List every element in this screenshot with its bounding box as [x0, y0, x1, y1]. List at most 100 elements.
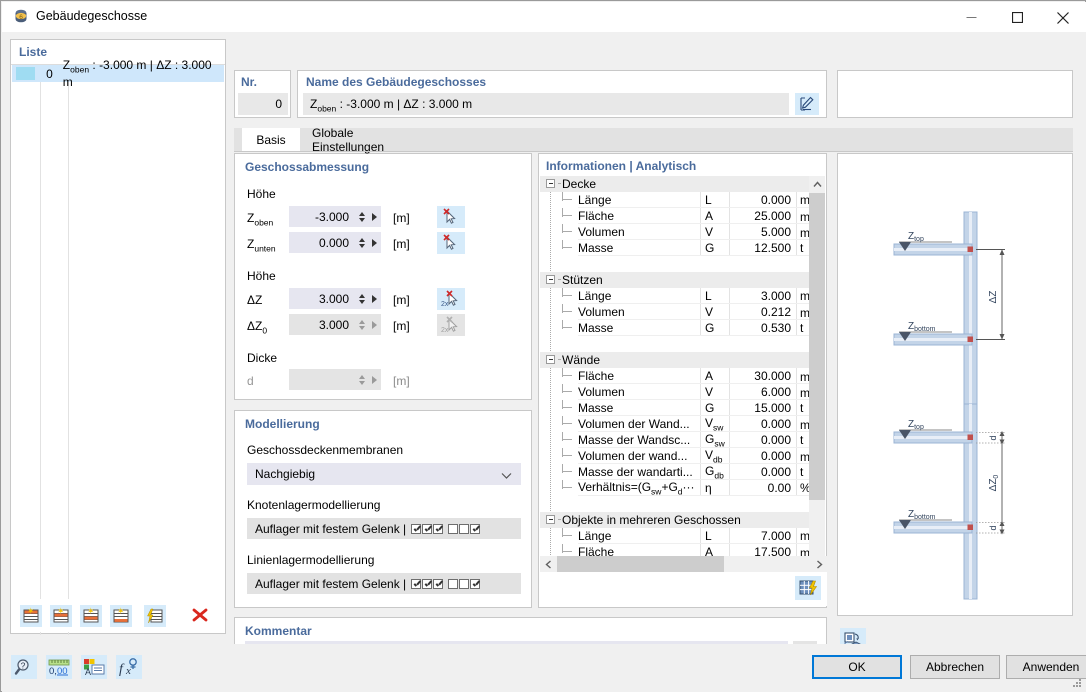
- zoben-stepper[interactable]: [355, 211, 368, 222]
- scroll-left-icon[interactable]: [540, 556, 556, 572]
- table-lightning-icon[interactable]: [795, 576, 821, 600]
- tree-row[interactable]: Länge L 0.000 m: [540, 192, 811, 208]
- tree-row-value: 3.000: [760, 289, 791, 303]
- tree-row[interactable]: Masse G 12.500 t: [540, 240, 811, 256]
- delta-z-input[interactable]: 3.000: [289, 288, 381, 309]
- tree-group-label: Stützen: [562, 273, 603, 287]
- pick-two-points-icon[interactable]: 2x: [437, 288, 465, 310]
- zunten-dropdown-arrow[interactable]: [372, 238, 377, 247]
- tree-row[interactable]: Masse G 0.530 t: [540, 320, 811, 336]
- scroll-right-icon[interactable]: [811, 556, 827, 572]
- help-magnifier-icon[interactable]: ?: [11, 655, 37, 679]
- new-storey-middle-button[interactable]: ✶: [50, 604, 72, 627]
- apply-button[interactable]: Anwenden: [1006, 655, 1086, 679]
- knoten-checkbox-phiz: [470, 523, 481, 534]
- delta-z0-input: 3.000: [289, 314, 381, 335]
- zunten-unit: [m]: [393, 237, 410, 251]
- collapse-icon[interactable]: [546, 275, 555, 284]
- cell-divider: [729, 480, 730, 496]
- resize-grip[interactable]: [1070, 677, 1082, 689]
- collapse-icon[interactable]: [546, 515, 555, 524]
- tree-group-header[interactable]: Stützen: [540, 272, 811, 288]
- tree-row[interactable]: Masse der wandarti... Gdb 0.000 t: [540, 464, 811, 480]
- tree-row[interactable]: Masse der Wandsc... Gsw 0.000 t: [540, 432, 811, 448]
- zoben-dropdown-arrow[interactable]: [372, 212, 377, 221]
- cell-divider: [729, 544, 730, 560]
- scroll-thumb[interactable]: [557, 556, 724, 572]
- display-properties-icon[interactable]: A: [81, 655, 107, 679]
- dicke-group-label: Dicke: [247, 351, 278, 365]
- delta-z-dropdown-arrow[interactable]: [372, 294, 377, 303]
- fx-formula-icon[interactable]: f x: [116, 655, 142, 679]
- tree-group-header[interactable]: Objekte in mehreren Geschossen: [540, 512, 811, 528]
- tree-row-symbol: Gdb: [705, 463, 724, 481]
- tab-globale-einstellungen[interactable]: Globale Einstellungen: [300, 126, 430, 154]
- scroll-up-icon[interactable]: [809, 176, 825, 193]
- linienlagermodellierung-field[interactable]: Auflager mit festem Gelenk |: [247, 573, 521, 594]
- building-storeys-icon: 6: [12, 8, 30, 26]
- tree-row-symbol: A: [705, 545, 714, 559]
- collapse-icon[interactable]: [546, 179, 555, 188]
- generate-storeys-button[interactable]: [144, 604, 166, 627]
- tree-vertical-scrollbar[interactable]: [809, 176, 825, 582]
- list-item[interactable]: 0 Zoben : -3.000 m | ΔZ : 3.000 m: [12, 58, 224, 89]
- tree-row-symbol: V: [705, 305, 714, 319]
- tree-row-symbol: G: [705, 321, 715, 335]
- delta-z0-dimension-label: ΔZ0: [988, 475, 1000, 492]
- delta-z-dimension-label: ΔZ: [988, 291, 999, 304]
- new-storey-above-button[interactable]: ✶: [20, 604, 42, 627]
- cancel-button[interactable]: Abbrechen: [910, 655, 1000, 679]
- tree-row[interactable]: Länge L 3.000 m: [540, 288, 811, 304]
- dicke-input: [289, 369, 381, 390]
- zunten-value: 0.000: [318, 235, 349, 250]
- tree-horizontal-scrollbar[interactable]: [540, 556, 827, 572]
- knotenlagermodellierung-field[interactable]: Auflager mit festem Gelenk |: [247, 518, 521, 539]
- tab-basis[interactable]: Basis: [242, 128, 300, 152]
- tree-row[interactable]: Verhältnis=(Gsw+Gd··· η 0.00%: [540, 480, 811, 496]
- geschossdeckenmembranen-select[interactable]: Nachgiebig: [247, 463, 521, 485]
- storey-name-input[interactable]: Zoben : -3.000 m | ΔZ : 3.000 m: [303, 93, 789, 115]
- scroll-thumb[interactable]: [809, 193, 825, 500]
- delta-z-stepper[interactable]: [355, 293, 368, 304]
- maximize-button[interactable]: [994, 3, 1040, 32]
- tree-row[interactable]: Länge L 7.000 m: [540, 528, 811, 544]
- tree-row[interactable]: Masse G 15.000 t: [540, 400, 811, 416]
- cell-divider: [796, 208, 797, 224]
- collapse-icon[interactable]: [546, 355, 555, 364]
- delete-storey-button[interactable]: [190, 605, 212, 627]
- tree-row-value: 6.000: [760, 385, 791, 399]
- close-button[interactable]: [1040, 3, 1086, 32]
- tree-row-value: 0.000: [760, 433, 791, 447]
- svg-text:A: A: [85, 667, 91, 676]
- ok-button-label: OK: [848, 660, 866, 674]
- information-tree[interactable]: DeckeLängeL0.000mFlächeA25.000m2VolumenV…: [540, 176, 811, 582]
- zunten-stepper[interactable]: [355, 237, 368, 248]
- color-swatch[interactable]: [16, 67, 35, 80]
- tree-group-header[interactable]: Decke: [540, 176, 811, 192]
- minimize-button[interactable]: [948, 3, 994, 32]
- units-0-00-icon[interactable]: 0, 00: [46, 655, 72, 679]
- zoben-input[interactable]: -3.000: [289, 206, 381, 227]
- window-title: Gebäudegeschosse: [36, 9, 148, 23]
- pick-point-icon[interactable]: [437, 206, 465, 228]
- ok-button[interactable]: OK: [812, 655, 902, 679]
- nr-input[interactable]: 0: [238, 93, 288, 115]
- knoten-checkbox-uz: [433, 523, 444, 534]
- delta-z0-value: 3.000: [318, 317, 349, 332]
- zunten-input[interactable]: 0.000: [289, 232, 381, 253]
- tree-group-header[interactable]: Wände: [540, 352, 811, 368]
- pencil-edit-icon[interactable]: [795, 93, 819, 115]
- dicke-dropdown-arrow: [372, 375, 377, 384]
- tree-row-unit: m: [800, 529, 810, 543]
- pick-point-icon[interactable]: [437, 232, 465, 254]
- new-storey-last-button[interactable]: ✶: [110, 604, 132, 627]
- new-storey-below-button[interactable]: ✶: [80, 604, 102, 627]
